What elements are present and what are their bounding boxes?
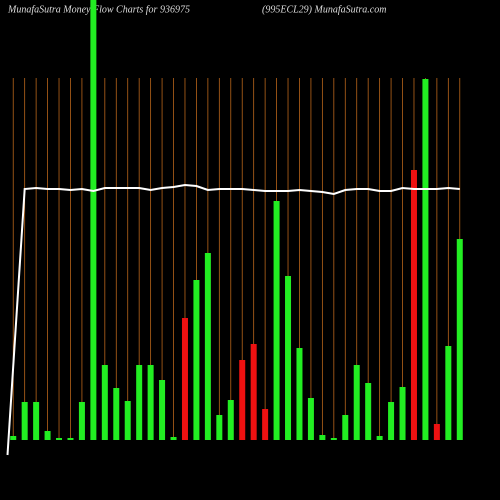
bar — [250, 344, 257, 440]
line — [6, 183, 460, 456]
bar — [181, 318, 188, 440]
bar — [307, 398, 314, 440]
bar — [285, 276, 292, 440]
bar — [330, 438, 337, 440]
bar — [170, 437, 177, 440]
chart-title: MunafaSutra Money Flow Charts for 936975 — [7, 4, 190, 15]
bar — [159, 380, 166, 440]
bar — [388, 402, 395, 440]
bar — [456, 239, 463, 440]
bar — [353, 365, 360, 440]
bar — [319, 435, 326, 440]
bar — [422, 79, 429, 440]
bar — [56, 438, 63, 440]
bar — [376, 436, 383, 440]
bar — [273, 201, 280, 440]
bar — [239, 360, 246, 440]
bar — [216, 415, 223, 440]
bar — [78, 402, 85, 440]
bar — [136, 365, 143, 440]
bar — [113, 388, 120, 440]
bar — [33, 402, 40, 440]
bar — [296, 348, 303, 440]
bar — [101, 365, 108, 440]
bar — [90, 0, 97, 440]
bar — [227, 400, 234, 440]
bar — [147, 365, 154, 440]
bar — [445, 346, 452, 440]
bar — [410, 170, 417, 440]
bar — [10, 436, 17, 440]
bar — [193, 280, 200, 440]
bar — [342, 415, 349, 440]
bar — [67, 438, 74, 440]
bar — [21, 402, 28, 440]
bar — [365, 383, 372, 440]
bar — [433, 424, 440, 440]
chart-subtitle: (995ECL29) MunafaSutra.com — [262, 4, 386, 15]
bar — [262, 409, 269, 440]
bar — [124, 401, 131, 440]
bar — [44, 431, 51, 440]
bar — [204, 253, 211, 440]
bar — [399, 387, 406, 440]
